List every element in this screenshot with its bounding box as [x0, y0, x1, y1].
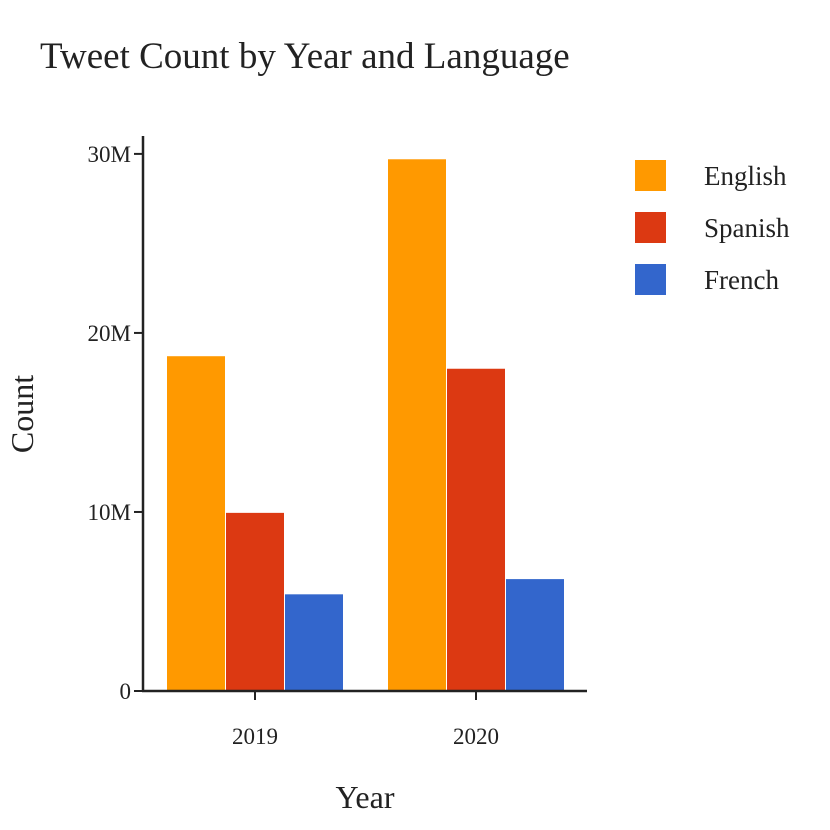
bars-group	[167, 159, 564, 692]
legend-label-spanish: Spanish	[704, 213, 790, 243]
y-ticks-group: 0 10M 20M 30M	[88, 142, 143, 704]
y-tick-label: 20M	[88, 321, 131, 346]
legend-swatch-english	[635, 160, 666, 191]
bar-english-2019	[167, 356, 225, 691]
x-tick-label: 2019	[232, 724, 278, 749]
bar-english-2020	[388, 159, 446, 692]
y-tick-label: 30M	[88, 142, 131, 167]
y-tick-label: 0	[120, 679, 132, 704]
x-axis-label: Year	[336, 779, 395, 815]
x-tick-label: 2020	[453, 724, 499, 749]
legend-swatch-spanish	[635, 212, 666, 243]
legend-label-english: English	[704, 161, 787, 191]
legend-swatch-french	[635, 264, 666, 295]
y-axis-label: Count	[4, 375, 40, 453]
bar-spanish-2020	[447, 368, 505, 691]
legend: English Spanish French	[635, 160, 790, 295]
x-ticks-group: 2019 2020	[232, 691, 499, 749]
bar-french-2019	[285, 594, 343, 691]
chart-title: Tweet Count by Year and Language	[40, 36, 570, 77]
bar-spanish-2019	[226, 512, 284, 691]
y-tick-label: 10M	[88, 500, 131, 525]
bar-french-2020	[506, 579, 564, 691]
legend-label-french: French	[704, 265, 779, 295]
